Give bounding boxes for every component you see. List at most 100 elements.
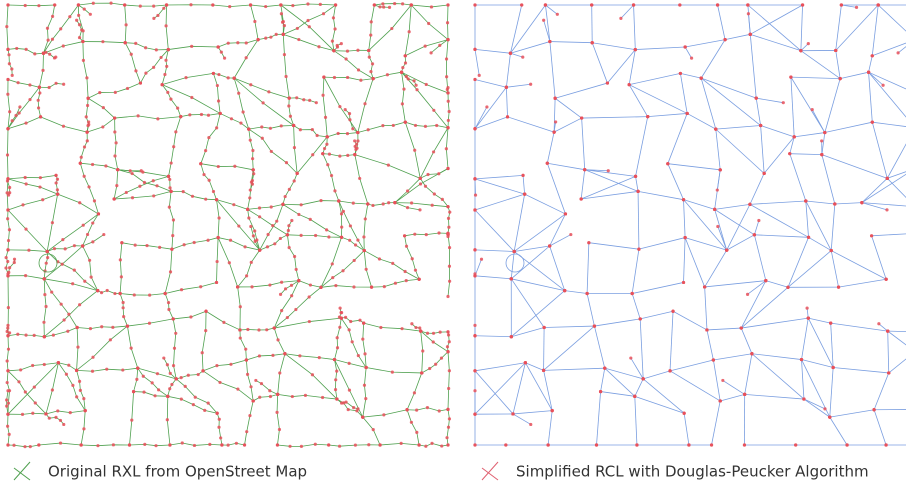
vertex [78,201,81,204]
street [680,73,687,113]
vertex [445,147,448,150]
vertex [218,418,221,421]
vertex [241,110,244,113]
street [475,49,479,75]
vertex [414,124,417,127]
vertex [885,278,888,281]
vertex [331,262,334,265]
street [707,328,741,330]
vertex [288,445,291,448]
vertex [223,57,226,60]
vertex [159,56,162,59]
vertex [289,115,292,118]
vertex [8,110,11,113]
vertex [300,445,303,448]
vertex [391,262,394,265]
street [685,47,691,58]
street [130,444,170,445]
street [43,5,54,53]
vertex [295,268,298,271]
vertex [716,3,719,6]
vertex [64,247,67,250]
street [808,318,830,323]
vertex [5,398,8,401]
vertex [748,203,751,206]
vertex [254,379,257,382]
vertex [81,244,84,247]
vertex [102,233,105,236]
street [718,226,727,250]
vertex [31,364,34,367]
vertex [763,172,766,175]
vertex [33,52,36,55]
vertex [227,76,230,79]
vertex [334,284,337,287]
vertex [371,62,374,65]
vertex [77,3,80,6]
vertex [161,83,164,86]
vertex [547,443,550,446]
vertex [448,340,451,343]
vertex [415,408,418,411]
vertex [446,443,449,446]
vertex [362,322,365,325]
street [8,80,10,129]
vertex [82,224,85,227]
street [766,281,788,288]
vertex [686,112,689,115]
street [715,209,755,234]
vertex [634,48,637,51]
vertex [115,184,118,187]
vertex [306,2,309,5]
vertex [554,97,557,100]
vertex [83,280,86,283]
vertex [269,127,272,130]
street [872,122,906,128]
vertex [418,278,421,281]
vertex [165,3,168,6]
street [525,363,543,371]
vertex [300,203,303,206]
street [812,110,825,133]
vertex [352,201,355,204]
vertex [91,356,94,359]
vertex [764,279,767,282]
vertex [346,76,349,79]
vertex [172,218,175,221]
vertex [248,196,251,199]
vertex [233,165,236,168]
street [806,201,809,237]
vertex [125,191,128,194]
street [555,98,582,118]
vertex [86,233,89,236]
vertex [86,124,89,127]
street [750,34,756,98]
vertex [16,333,19,336]
vertex [356,131,359,134]
street [668,164,684,200]
vertex [113,197,116,200]
vertex [236,388,239,391]
vertex [87,120,90,123]
vertex [366,202,369,205]
street [636,117,648,177]
vertex [153,394,156,397]
street [801,51,840,79]
street [238,250,260,287]
street [511,291,564,337]
vertex [184,76,187,79]
street [83,42,88,99]
vertex [357,68,360,71]
vertex [31,412,34,415]
vertex [51,221,54,224]
vertex [529,423,532,426]
vertex [346,132,349,135]
street [830,368,833,418]
vertex [404,121,407,124]
street [165,282,216,293]
vertex [308,99,311,102]
vertex [83,175,86,178]
vertex [333,76,336,79]
vertex [11,119,14,122]
vertex [21,413,24,416]
